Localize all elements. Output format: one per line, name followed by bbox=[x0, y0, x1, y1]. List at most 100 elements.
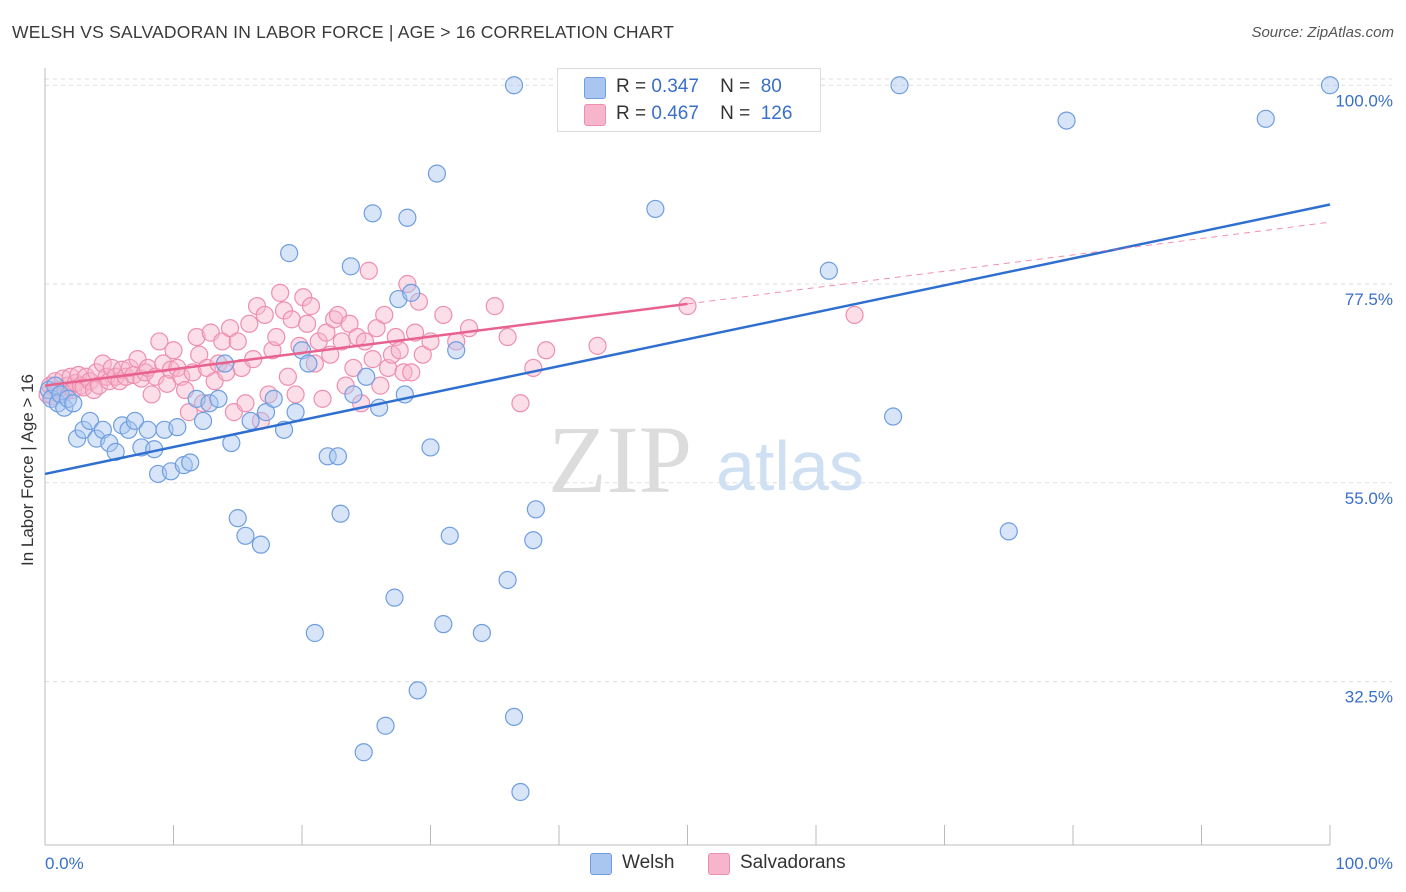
tick-labels: 100.0% 77.5% 55.0% 32.5% 0.0% 100.0% bbox=[45, 91, 1393, 873]
salvadoran-point bbox=[390, 341, 409, 360]
salvadoran-point bbox=[402, 363, 421, 382]
welsh-point bbox=[344, 385, 363, 404]
salvadoran-point bbox=[355, 332, 375, 351]
welsh-point bbox=[883, 407, 903, 426]
y-tick-label: 32.5% bbox=[1345, 688, 1393, 707]
welsh-point bbox=[357, 367, 376, 386]
welsh-legend-swatch bbox=[590, 853, 612, 875]
welsh-point bbox=[646, 199, 665, 219]
welsh-point bbox=[236, 526, 255, 545]
salvadoran-point bbox=[255, 305, 274, 325]
welsh-point bbox=[331, 504, 350, 523]
salvadoran-point bbox=[537, 341, 556, 360]
grid-lines bbox=[45, 78, 1392, 683]
salvadoran-r-label: R = bbox=[616, 103, 647, 124]
salvadoran-point bbox=[375, 305, 394, 325]
welsh-point bbox=[228, 509, 247, 528]
stats-legend: R = 0.347 N = 80 R = 0.467 N = 126 bbox=[557, 68, 821, 132]
welsh-point bbox=[55, 398, 74, 417]
y-tick-label: 55.0% bbox=[1345, 489, 1393, 508]
y-tick-label: 77.5% bbox=[1345, 290, 1393, 309]
salvadoran-point bbox=[278, 367, 297, 386]
welsh-point bbox=[999, 522, 1018, 541]
salvadoran-point bbox=[267, 327, 286, 347]
watermark-zip: ZIP bbox=[548, 406, 692, 513]
welsh-point bbox=[398, 208, 417, 227]
salvadoran-point bbox=[363, 350, 382, 369]
regression-lines bbox=[44, 203, 1331, 476]
welsh-point bbox=[1057, 111, 1076, 130]
welsh-point bbox=[305, 623, 324, 643]
welsh-point bbox=[511, 782, 530, 802]
welsh-point bbox=[299, 354, 318, 373]
salvadoran-point bbox=[305, 354, 324, 373]
salvadoran-point bbox=[142, 385, 161, 404]
salvadoran-point bbox=[187, 327, 206, 347]
welsh-point bbox=[504, 76, 524, 95]
welsh-point bbox=[181, 453, 200, 472]
salvadoran-point bbox=[398, 274, 417, 294]
welsh-point bbox=[209, 389, 228, 408]
welsh-point bbox=[168, 418, 187, 437]
welsh-point bbox=[80, 411, 100, 431]
salvadoran-r-value: 0.467 bbox=[651, 103, 699, 124]
welsh-point bbox=[328, 447, 348, 466]
salvadoran-point bbox=[282, 310, 301, 329]
salvadoran-legend-label: Salvadorans bbox=[740, 852, 846, 873]
welsh-point bbox=[434, 615, 453, 634]
salvadoran-point bbox=[678, 297, 697, 316]
welsh-point bbox=[890, 76, 909, 95]
salvadoran-point bbox=[359, 261, 378, 280]
welsh-point bbox=[421, 438, 440, 457]
salvadoran-stats: R = 0.467 N = 126 bbox=[616, 103, 792, 125]
welsh-point bbox=[498, 570, 517, 590]
welsh-point bbox=[376, 716, 395, 735]
salvadoran-point bbox=[271, 283, 290, 302]
welsh-point bbox=[264, 389, 283, 408]
salvadoran-point bbox=[459, 319, 479, 338]
salvadoran-point bbox=[240, 314, 259, 333]
y-axis-label: In Labor Force | Age > 16 bbox=[18, 373, 37, 567]
welsh-legend-label: Welsh bbox=[622, 852, 675, 873]
welsh-point bbox=[251, 535, 270, 554]
axes bbox=[44, 68, 1331, 846]
welsh-point bbox=[447, 341, 466, 360]
salvadoran-point bbox=[394, 363, 413, 382]
welsh-point bbox=[819, 261, 838, 280]
welsh-point bbox=[125, 411, 145, 431]
salvadoran-point bbox=[228, 332, 247, 351]
watermark: ZIP atlas bbox=[548, 406, 864, 513]
salvadoran-legend-swatch bbox=[708, 853, 730, 875]
chart-title: WELSH VS SALVADORAN IN LABOR FORCE | AGE… bbox=[12, 22, 675, 42]
salvadoran-point bbox=[164, 341, 183, 360]
welsh-point bbox=[363, 204, 382, 223]
welsh-point bbox=[1320, 76, 1340, 95]
welsh-point bbox=[286, 403, 305, 422]
welsh-stats: R = 0.347 N = 80 bbox=[616, 76, 782, 98]
salvadoran-regression-extension bbox=[687, 221, 1331, 305]
salvadoran-n-value: 126 bbox=[760, 103, 793, 124]
welsh-point bbox=[526, 500, 545, 519]
welsh-swatch bbox=[584, 77, 606, 99]
salvadoran-points bbox=[38, 261, 864, 431]
salvadoran-regression-line bbox=[44, 302, 688, 387]
welsh-point bbox=[504, 707, 524, 727]
salvadoran-swatch bbox=[584, 104, 606, 126]
welsh-point bbox=[138, 420, 157, 439]
x-tick-label: 0.0% bbox=[45, 854, 84, 873]
welsh-point bbox=[241, 411, 260, 431]
welsh-point bbox=[385, 588, 404, 607]
watermark-atlas: atlas bbox=[716, 427, 864, 505]
welsh-point bbox=[1256, 109, 1275, 128]
welsh-point bbox=[200, 394, 219, 413]
welsh-point bbox=[280, 244, 299, 263]
salvadoran-point bbox=[511, 394, 530, 413]
salvadoran-point bbox=[313, 389, 332, 408]
salvadoran-point bbox=[301, 297, 321, 316]
welsh-point bbox=[440, 526, 459, 545]
welsh-n-label: N = bbox=[720, 76, 751, 97]
salvadoran-point bbox=[498, 327, 517, 347]
welsh-point bbox=[354, 743, 373, 762]
salvadoran-point bbox=[371, 376, 390, 395]
